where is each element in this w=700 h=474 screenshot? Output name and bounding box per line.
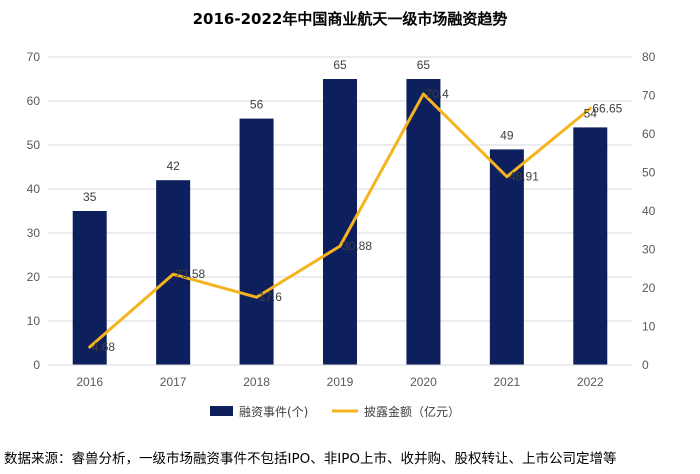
left-tick-label: 60 — [27, 94, 41, 108]
legend-line-label: 披露金额（亿元） — [364, 404, 460, 419]
right-tick-label: 40 — [642, 204, 656, 218]
bar — [323, 79, 357, 365]
bar — [72, 211, 107, 365]
x-tick-label: 2019 — [327, 375, 354, 389]
left-tick-label: 70 — [27, 50, 41, 64]
bar — [239, 118, 274, 365]
left-tick-label: 50 — [27, 138, 41, 152]
bar-value-label: 42 — [166, 159, 180, 173]
legend-bar-swatch — [210, 406, 233, 416]
data-labels: 35 42 56 65 65 49 54 4.68 23.58 17.6 30.88 70.4 48.9… — [83, 58, 623, 354]
line-value-label: 30.88 — [342, 239, 372, 253]
bar — [489, 149, 524, 365]
line-path — [88, 92, 592, 349]
bar-value-label: 54 — [584, 106, 598, 120]
x-tick-label: 2022 — [577, 375, 604, 389]
x-tick-label: 2016 — [76, 375, 103, 389]
bar-value-label: 35 — [83, 190, 97, 204]
bar — [156, 180, 191, 365]
line-value-label: 70.4 — [425, 87, 449, 101]
source-note: 数据来源：睿兽分析，一级市场融资事件不包括IPO、非IPO上市、收并购、股权转让… — [4, 451, 617, 467]
chart-title: 2016-2022年中国商业航天一级市场融资趋势 — [193, 10, 508, 28]
right-tick-label: 30 — [642, 243, 656, 257]
bar-value-label: 56 — [250, 98, 264, 112]
right-tick-label: 20 — [642, 281, 656, 295]
bar-value-label: 65 — [333, 58, 347, 72]
left-tick-label: 10 — [27, 314, 41, 328]
x-tick-label: 2020 — [410, 375, 437, 389]
right-y-axis: 0 10 20 30 40 50 60 70 80 — [642, 50, 656, 372]
bar — [406, 79, 441, 365]
right-tick-label: 60 — [642, 127, 656, 141]
x-tick-label: 2018 — [243, 375, 270, 389]
left-tick-label: 30 — [27, 226, 41, 240]
line-value-label: 66.65 — [592, 101, 622, 115]
legend-bar-label: 融资事件(个) — [239, 405, 308, 419]
line-series — [88, 92, 592, 349]
right-tick-label: 0 — [642, 358, 649, 372]
bar-value-label: 49 — [500, 128, 514, 142]
left-tick-label: 0 — [33, 358, 40, 372]
legend: 融资事件(个) 披露金额（亿元） — [210, 404, 460, 419]
bar-series — [72, 79, 608, 366]
right-tick-label: 70 — [642, 89, 656, 103]
bar — [573, 127, 608, 366]
bar-value-label: 65 — [417, 58, 431, 72]
left-tick-label: 20 — [27, 270, 41, 284]
right-tick-label: 50 — [642, 166, 656, 180]
chart: 2016-2022年中国商业航天一级市场融资趋势 0 10 20 30 40 50 60 70… — [27, 10, 656, 419]
line-value-label: 17.6 — [259, 290, 283, 304]
left-y-axis: 0 10 20 30 40 50 60 70 — [27, 50, 41, 372]
left-tick-label: 40 — [27, 182, 41, 196]
x-axis: 2016 2017 2018 2019 2020 2021 2022 — [48, 364, 632, 389]
x-tick-label: 2021 — [494, 375, 521, 389]
right-tick-label: 80 — [642, 50, 656, 64]
x-tick-label: 2017 — [160, 375, 187, 389]
right-tick-label: 10 — [642, 320, 656, 334]
line-value-label: 48.91 — [509, 170, 539, 184]
line-value-label: 23.58 — [175, 267, 205, 281]
line-value-label: 4.68 — [92, 340, 116, 354]
